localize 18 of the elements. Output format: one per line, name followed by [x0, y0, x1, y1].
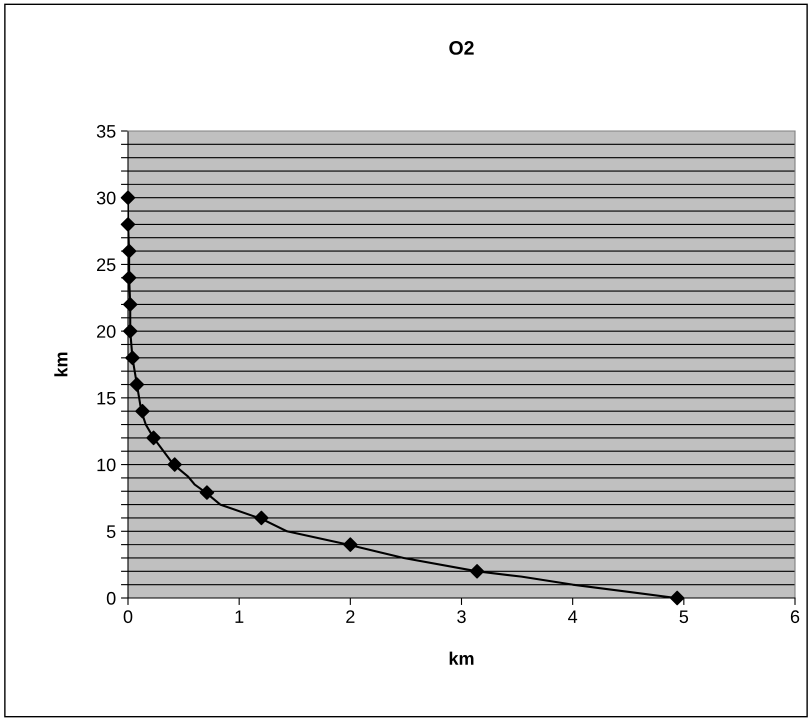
y-tick-label: 0 — [106, 592, 116, 605]
x-tick-label: 6 — [790, 610, 800, 624]
y-tick-label: 35 — [96, 124, 116, 138]
y-tick-label: 15 — [97, 392, 116, 405]
y-tick-label: 5 — [106, 525, 116, 538]
x-tick-label: 3 — [457, 610, 466, 624]
x-axis-title: km — [450, 652, 474, 665]
x-tick-label: 2 — [346, 610, 354, 623]
x-tick-label: 1 — [236, 610, 244, 623]
chart-title: O2 — [449, 41, 474, 55]
x-tick-label: 5 — [680, 610, 688, 624]
y-axis-title: km — [54, 352, 68, 376]
y-tick-label: 10 — [97, 458, 116, 472]
y-tick-label: 20 — [97, 325, 116, 338]
y-tick-label: 25 — [97, 258, 116, 272]
x-tick-label: 0 — [124, 610, 132, 624]
x-tick-label: 4 — [568, 610, 578, 623]
y-tick-label: 30 — [96, 192, 116, 204]
